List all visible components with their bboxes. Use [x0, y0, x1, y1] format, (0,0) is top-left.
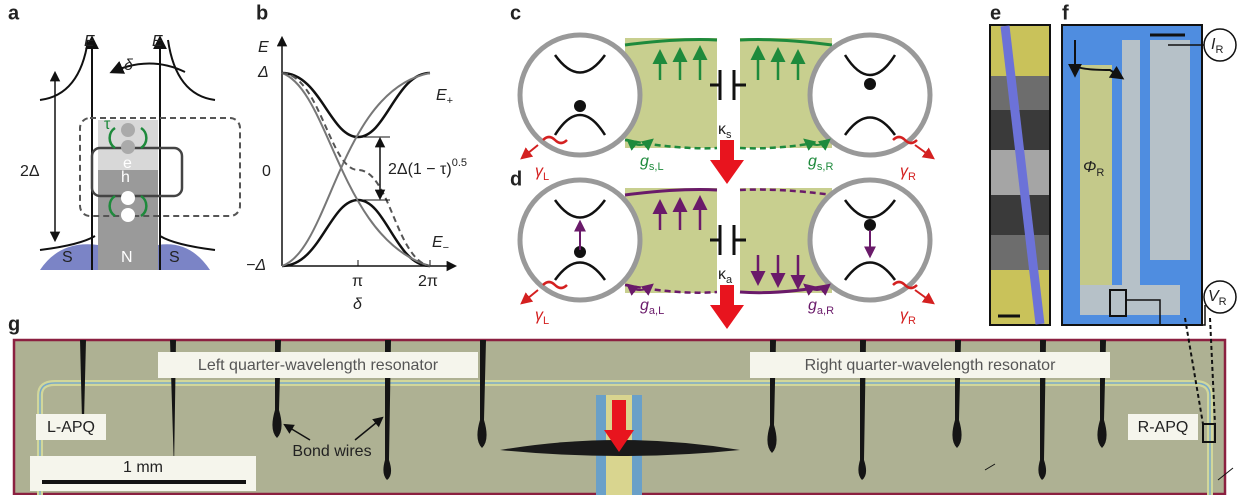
panel-label: f	[1062, 2, 1069, 24]
figure: a E E δ τ e h 2Δ S N S b E Δ 0 −Δ π 2π δ…	[0, 0, 1239, 495]
shape-line	[915, 290, 933, 303]
label-part: E	[432, 234, 443, 251]
axis-label: E	[84, 33, 95, 50]
label-part: L	[543, 171, 549, 183]
y-tick-label: 0	[262, 163, 271, 180]
scale-bar-label: 1 mm	[123, 459, 163, 476]
shape-circle	[574, 100, 586, 112]
panel-g: g Left quarter-wavelength resonator Righ…	[8, 313, 1233, 495]
shape-rect	[991, 26, 1049, 76]
shape-circle	[121, 208, 135, 222]
hole-label: h	[121, 169, 130, 186]
label-part: a,L	[649, 305, 664, 317]
y-tick-label: −Δ	[246, 257, 266, 274]
loss-label: γL	[535, 163, 549, 183]
shape-line	[522, 290, 538, 303]
loss-label: γR	[900, 163, 916, 183]
panel-label: d	[510, 168, 522, 190]
coupling-label: ga,R	[808, 297, 834, 317]
resonator-label: Left quarter-wavelength resonator	[198, 357, 439, 374]
label-part: g	[808, 153, 817, 170]
panel-label: c	[510, 2, 521, 24]
shape-rect	[1122, 40, 1140, 285]
y-tick-label: Δ	[257, 64, 269, 81]
coupling-label: ga,L	[640, 297, 664, 317]
annotation: Bond wires	[292, 443, 371, 460]
label-part: a	[726, 274, 733, 286]
label-part: E	[436, 87, 447, 104]
label-part: R	[908, 315, 916, 327]
shape-rect	[1150, 40, 1190, 260]
label-part: −	[443, 242, 449, 254]
label-part: g	[640, 297, 649, 314]
qubit-label: R-APQ	[1138, 419, 1189, 436]
coupling-label: gs,R	[808, 153, 833, 173]
lead-label: S	[169, 249, 180, 266]
label-part: g	[640, 153, 649, 170]
label-part: +	[447, 95, 453, 107]
label-part: g	[808, 297, 817, 314]
lead-label: S	[62, 249, 73, 266]
loss-label: γL	[535, 307, 549, 327]
axis-label: δ	[353, 296, 363, 313]
panel-label: e	[990, 2, 1001, 24]
label-part: s,L	[649, 161, 664, 173]
x-tick-label: π	[352, 273, 363, 290]
panel-label: b	[256, 2, 268, 24]
panel-b: b E Δ 0 −Δ π 2π δ E+ E− 2Δ(1 − τ)0.5	[246, 2, 467, 313]
panel-d: d κa γL ga,L ga,R γR	[510, 168, 933, 329]
label-part: s,R	[817, 161, 834, 173]
shape-circle	[864, 78, 876, 90]
shape-circle	[121, 123, 135, 137]
qubit-label: L-APQ	[47, 419, 95, 436]
label-part: R	[1219, 296, 1227, 308]
shape-circle	[864, 219, 876, 231]
panel-a: a E E δ τ e h 2Δ S N S	[8, 2, 240, 270]
tau-label: τ	[104, 116, 111, 133]
panel-c: c κs γL gs,L gs,R γR	[510, 2, 933, 184]
shape-line	[522, 145, 538, 158]
panel-f: f IR ΦR VR	[1062, 2, 1236, 325]
shape-circle	[810, 35, 930, 155]
shape-path	[282, 73, 430, 137]
label-part: R	[908, 171, 916, 183]
gap-label: 2Δ	[20, 163, 40, 180]
axis-label: E	[152, 33, 163, 50]
resonator-label: Right quarter-wavelength resonator	[805, 357, 1056, 374]
gap-label: 2Δ(1 − τ)0.5	[388, 157, 467, 178]
label-part: s	[726, 129, 732, 141]
band-label: E+	[436, 87, 453, 107]
shape-circle	[121, 191, 135, 205]
coupling-label: κa	[718, 266, 733, 286]
shape-circle	[520, 35, 640, 155]
shape-g	[660, 48, 798, 80]
panel-e: e	[990, 2, 1050, 325]
label-part: 0.5	[452, 157, 467, 169]
panel-label: g	[8, 313, 20, 335]
phase-label: δ	[124, 57, 134, 74]
label-part: Φ	[1083, 159, 1096, 176]
shape-rect	[991, 195, 1049, 235]
coupling-label: gs,L	[640, 153, 664, 173]
shape-circle	[121, 140, 135, 154]
axis-label: E	[258, 39, 269, 56]
label-part: R	[1096, 167, 1104, 179]
label-part: 2Δ(1 − τ)	[388, 161, 452, 178]
lead-label: N	[121, 249, 133, 266]
shape-line	[915, 145, 933, 158]
loss-label: γR	[900, 307, 916, 327]
label-part: L	[543, 315, 549, 327]
panel-label: a	[8, 2, 20, 24]
label-part: R	[1215, 44, 1223, 56]
band-label: E−	[432, 234, 449, 254]
coupling-label: κs	[718, 121, 732, 141]
label-part: a,R	[817, 305, 834, 317]
x-tick-label: 2π	[418, 273, 438, 290]
